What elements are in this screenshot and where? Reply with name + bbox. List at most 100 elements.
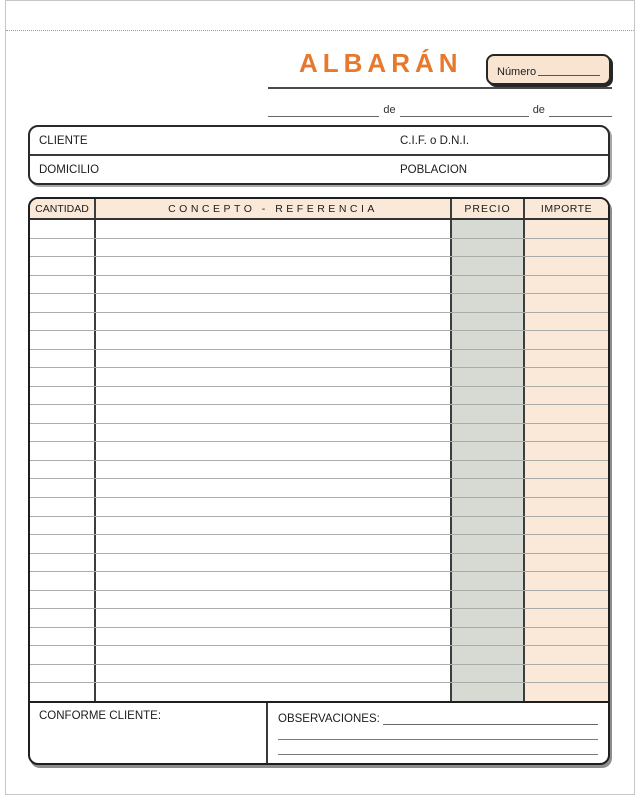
table-row [30,478,608,497]
items-table: CANTIDAD CONCEPTO - REFERENCIA PRECIO IM… [28,197,610,765]
importe-cell [523,497,608,516]
importe-cell [523,220,608,238]
importe-cell [523,368,608,386]
precio-cell [450,516,523,535]
header-concepto: CONCEPTO - REFERENCIA [94,199,450,218]
cantidad-cell [30,257,94,275]
importe-cell [523,386,608,405]
precio-cell [450,646,523,664]
table-body [30,220,608,701]
cantidad-cell [30,517,94,535]
concepto-cell [94,572,450,590]
precio-cell [450,497,523,516]
date-de-1: de [383,104,396,116]
precio-cell [450,423,523,442]
importe-cell [523,423,608,442]
concepto-cell [94,423,450,442]
importe-cell [523,646,608,664]
concepto-cell [94,386,450,405]
table-row [30,220,608,238]
table-row [30,385,608,405]
precio-cell [450,368,523,386]
concepto-cell [94,553,450,572]
cantidad-cell [30,535,94,553]
concepto-cell [94,664,450,683]
importe-cell [523,516,608,535]
cantidad-cell [30,387,94,405]
importe-cell [523,349,608,368]
table-row [30,682,608,701]
concepto-cell [94,238,450,257]
table-row [30,496,608,516]
importe-cell [523,405,608,423]
cantidad-cell [30,479,94,497]
precio-cell [450,664,523,683]
importe-cell [523,609,608,627]
cantidad-cell [30,665,94,683]
date-month-line [399,103,529,117]
importe-cell [523,312,608,331]
table-row [30,534,608,553]
table-row [30,256,608,275]
precio-cell [450,294,523,312]
table-row [30,441,608,460]
cantidad-cell [30,609,94,627]
date-year-line [548,103,612,117]
date-line: de de [268,100,612,117]
numero-box: Número [486,54,611,85]
concepto-cell [94,590,450,609]
precio-cell [450,238,523,257]
precio-cell [450,257,523,275]
importe-cell [523,442,608,460]
precio-cell [450,386,523,405]
cantidad-cell [30,239,94,257]
cantidad-cell [30,313,94,331]
concepto-cell [94,646,450,664]
table-row [30,459,608,479]
cantidad-cell [30,424,94,442]
cantidad-cell [30,628,94,646]
importe-cell [523,331,608,349]
precio-cell [450,275,523,294]
concepto-cell [94,442,450,460]
cantidad-cell [30,442,94,460]
domicilio-label: DOMICILIO [39,163,100,176]
concepto-cell [94,331,450,349]
precio-cell [450,683,523,701]
cliente-label: CLIENTE [39,134,88,147]
precio-cell [450,479,523,497]
concepto-cell [94,460,450,479]
importe-cell [523,553,608,572]
concepto-cell [94,275,450,294]
client-row-2: DOMICILIO POBLACION [30,156,608,183]
precio-cell [450,312,523,331]
importe-cell [523,572,608,590]
concepto-cell [94,683,450,701]
table-row [30,293,608,312]
importe-cell [523,257,608,275]
cantidad-cell [30,331,94,349]
cantidad-cell [30,572,94,590]
concepto-cell [94,220,450,238]
table-row [30,663,608,683]
numero-label: Número [497,66,537,78]
title-rule [268,87,612,89]
importe-cell [523,238,608,257]
table-row [30,311,608,331]
table-row [30,330,608,349]
table-row [30,571,608,590]
importe-cell [523,664,608,683]
concepto-cell [94,516,450,535]
cif-label: C.I.F. o D.N.I. [400,134,470,147]
precio-cell [450,349,523,368]
precio-cell [450,220,523,238]
precio-cell [450,609,523,627]
cantidad-cell [30,461,94,479]
perforation-line [6,30,634,31]
concepto-cell [94,405,450,423]
precio-cell [450,460,523,479]
precio-cell [450,553,523,572]
cantidad-cell [30,591,94,609]
client-row-1: CLIENTE C.I.F. o D.N.I. [30,127,608,156]
concepto-cell [94,368,450,386]
